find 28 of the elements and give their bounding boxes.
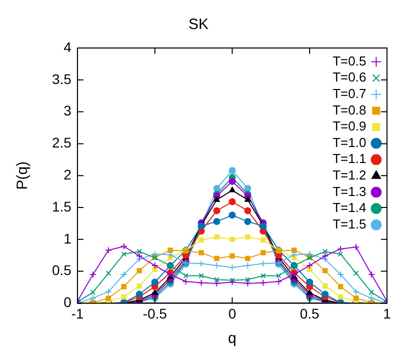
legend-label: T=0.5	[332, 53, 366, 68]
legend-label: T=0.9	[332, 118, 366, 134]
y-tick-label: 3	[64, 102, 72, 119]
y-axis-title: P(q)	[14, 161, 32, 190]
x-tick-label: -1	[71, 305, 84, 322]
x-tick-label: 0.5	[300, 305, 320, 322]
y-tick-label: 2	[64, 166, 72, 182]
y-tick-label: 2.5	[52, 134, 72, 151]
legend-label: T=1.1	[332, 151, 366, 166]
y-tick-label: 3.5	[52, 70, 72, 87]
y-tick-label: 0.5	[52, 262, 72, 278]
legend-label: T=1.3	[332, 184, 366, 199]
legend-label: T=0.8	[332, 102, 366, 118]
x-axis-title: q	[228, 330, 236, 348]
legend-label: T=0.6	[332, 70, 366, 85]
y-tick-label: 4	[64, 38, 72, 55]
legend-label: T=1.5	[332, 216, 366, 232]
y-tick-label: 1	[64, 230, 72, 246]
x-tick-label: -0.5	[142, 305, 168, 322]
x-tick-label: 1	[383, 305, 392, 322]
legend-label: T=1.4	[332, 200, 366, 216]
legend-label: T=0.7	[332, 86, 366, 101]
x-tick-label: 0	[228, 305, 236, 322]
y-tick-label: 0	[64, 294, 72, 310]
legend-label: T=1.2	[332, 167, 366, 182]
chart-title: SK	[188, 16, 209, 34]
y-tick-label: 1.5	[52, 198, 72, 214]
legend-label: T=1.0	[332, 134, 366, 150]
